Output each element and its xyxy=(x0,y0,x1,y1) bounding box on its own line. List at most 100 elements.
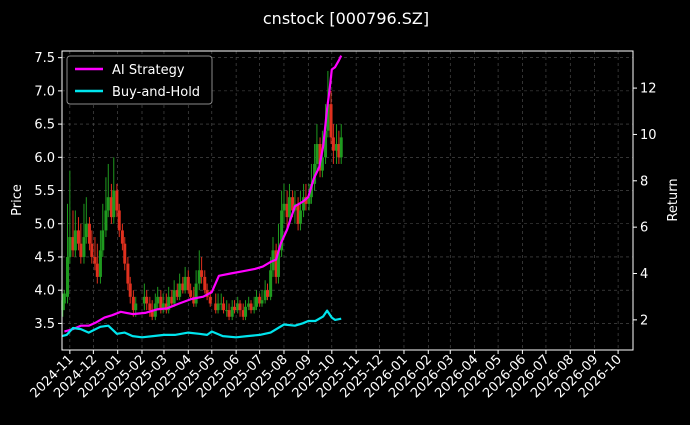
price-candle-body xyxy=(183,276,187,291)
buy-and-hold-line xyxy=(61,309,342,339)
price-candle-body xyxy=(233,306,237,311)
price-candle-body xyxy=(258,296,262,304)
price-candle-body xyxy=(208,296,212,304)
left-tick-label: 6.0 xyxy=(34,151,55,166)
price-candle-body xyxy=(225,310,229,312)
price-candle-body xyxy=(313,163,317,184)
price-candle-body xyxy=(73,230,77,251)
price-candle-body xyxy=(296,203,300,224)
price-candle-body xyxy=(230,306,234,317)
price-candle-body xyxy=(61,300,65,311)
price-candle-body xyxy=(123,243,127,264)
price-candle-body xyxy=(142,296,146,304)
price-candle-body xyxy=(87,223,91,244)
left-tick-label: 7.5 xyxy=(34,51,55,66)
price-candle-body xyxy=(200,270,204,277)
legend-box xyxy=(66,55,213,105)
left-axis-label: Price xyxy=(10,184,25,216)
price-candles xyxy=(61,70,343,321)
price-candle-body xyxy=(145,296,149,304)
price-candle-body xyxy=(126,263,130,284)
price-candle-body xyxy=(65,256,69,297)
price-candle-body xyxy=(101,230,105,251)
right-y-axis: 2 4 6 8 10 12 xyxy=(633,82,657,328)
price-candle-body xyxy=(120,230,124,244)
price-candle-body xyxy=(178,283,182,297)
right-tick-label: 12 xyxy=(640,82,657,97)
price-candle-body xyxy=(115,190,119,211)
price-candle-body xyxy=(280,210,284,251)
price-candle-body xyxy=(238,303,242,311)
left-tick-label: 7.0 xyxy=(34,84,55,99)
price-candle-body xyxy=(150,310,154,317)
price-candle-body xyxy=(247,303,251,307)
price-candle-body xyxy=(320,157,324,171)
right-tick-label: 4 xyxy=(640,267,648,282)
price-candle-body xyxy=(84,223,88,238)
price-candle-body xyxy=(128,283,132,297)
price-candle-body xyxy=(285,203,289,218)
price-candle-body xyxy=(109,197,113,218)
legend: AI Strategy Buy-and-Hold xyxy=(66,55,213,105)
price-candle-body xyxy=(326,104,330,131)
price-candle-body xyxy=(335,144,339,151)
price-candle-body xyxy=(337,144,341,158)
price-candle-body xyxy=(324,130,328,158)
right-tick-label: 6 xyxy=(640,221,648,236)
price-candle-body xyxy=(186,276,190,291)
right-tick-label: 10 xyxy=(640,128,657,143)
price-candle-body xyxy=(255,296,259,307)
price-candle-body xyxy=(112,190,116,218)
price-candle-body xyxy=(219,303,223,305)
price-candle-body xyxy=(189,290,193,297)
ai-strategy-line xyxy=(64,55,343,333)
price-candle-body xyxy=(216,303,220,311)
price-candle-body xyxy=(331,137,335,151)
price-candle-body xyxy=(291,197,295,211)
price-candle-body xyxy=(90,243,94,257)
price-candle-body xyxy=(263,290,267,301)
price-candle-body xyxy=(315,144,319,164)
price-candle-body xyxy=(71,237,75,251)
price-candle-body xyxy=(214,303,218,311)
left-tick-label: 6.5 xyxy=(34,118,55,133)
price-candle-body xyxy=(265,290,269,297)
price-candle-body xyxy=(76,230,80,244)
right-tick-label: 2 xyxy=(640,313,648,328)
price-candle-body xyxy=(62,293,66,304)
price-candle-body xyxy=(203,276,207,291)
price-candle-body xyxy=(175,290,179,297)
price-candle-body xyxy=(148,303,152,311)
price-candle-body xyxy=(68,237,72,257)
price-candle-body xyxy=(131,296,135,311)
price-candle-body xyxy=(98,250,102,277)
price-candle-body xyxy=(307,197,311,204)
price-candle-body xyxy=(287,197,291,218)
price-candle-body xyxy=(134,303,138,311)
price-candle-body xyxy=(241,310,245,317)
x-axis: 2024-112024-122025-012025-022025-032025-… xyxy=(28,350,625,401)
left-tick-label: 3.5 xyxy=(34,317,55,332)
price-candle-body xyxy=(249,303,253,311)
price-candle-body xyxy=(192,296,196,304)
right-axis-label: Return xyxy=(666,178,681,221)
price-candle-body xyxy=(339,137,343,158)
price-candle-body xyxy=(104,210,108,231)
price-candle-body xyxy=(274,250,278,277)
price-candle-body xyxy=(164,303,168,311)
plot-frame xyxy=(61,50,634,351)
price-candle-body xyxy=(172,290,176,304)
price-candle-body xyxy=(282,203,286,211)
price-candle-body xyxy=(269,270,273,297)
price-candle-body xyxy=(79,243,83,257)
price-candle-body xyxy=(170,296,174,304)
right-tick-label: 8 xyxy=(640,174,648,189)
left-tick-label: 4.0 xyxy=(34,284,55,299)
grid-lines xyxy=(62,51,633,350)
price-candle-body xyxy=(194,283,198,304)
price-candle-body xyxy=(304,197,308,204)
price-candle-body xyxy=(93,256,97,264)
price-candle-body xyxy=(302,197,306,211)
